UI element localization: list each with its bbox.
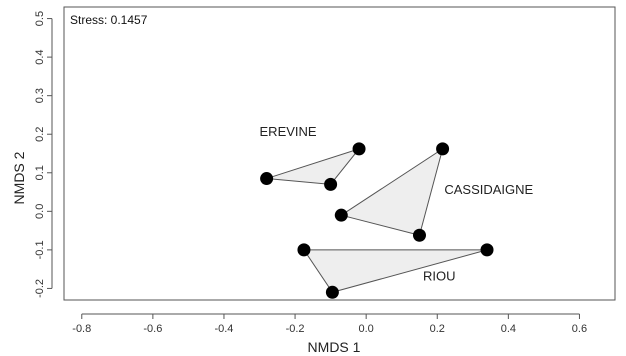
point-cassidaigne xyxy=(436,142,450,156)
y-tick-label: 0.5 xyxy=(34,11,46,26)
y-tick-label: 0.1 xyxy=(34,165,46,180)
x-axis-title: NMDS 1 xyxy=(308,339,361,355)
hull-erevine xyxy=(266,147,361,185)
plot-frame xyxy=(63,6,616,301)
point-cassidaigne xyxy=(412,228,426,242)
label-cassidaigne: CASSIDAIGNE xyxy=(444,182,533,197)
data-points xyxy=(260,142,494,299)
group-labels: EREVINE CASSIDAIGNE RIOU xyxy=(260,124,534,284)
hull-riou xyxy=(303,249,488,293)
y-tick-label: 0.0 xyxy=(34,204,46,219)
y-tick-label: -0.1 xyxy=(34,240,46,259)
point-erevine xyxy=(324,177,338,191)
x-tick-label: -0.2 xyxy=(286,323,305,335)
x-tick-label: -0.8 xyxy=(72,323,91,335)
point-riou xyxy=(480,243,494,257)
x-tick-label: 0.2 xyxy=(430,323,445,335)
label-erevine: EREVINE xyxy=(260,124,317,139)
y-axis-title: NMDS 2 xyxy=(11,151,27,204)
y-tick-label: -0.2 xyxy=(34,279,46,298)
x-tick-label: 0.4 xyxy=(501,323,516,335)
label-riou: RIOU xyxy=(423,269,456,284)
y-tick-label: 0.2 xyxy=(34,127,46,142)
x-tick-label: -0.6 xyxy=(143,323,162,335)
point-erevine xyxy=(260,172,274,186)
stress-annotation: Stress: 0.1457 xyxy=(70,13,148,27)
y-tick-label: 0.4 xyxy=(34,49,46,64)
x-tick-label: 0.0 xyxy=(359,323,374,335)
y-tick-label: 0.3 xyxy=(34,88,46,103)
point-erevine xyxy=(352,142,366,156)
x-tick-label: -0.4 xyxy=(214,323,233,335)
point-riou xyxy=(297,243,311,257)
point-cassidaigne xyxy=(334,208,348,222)
point-riou xyxy=(325,285,339,299)
x-tick-label: 0.6 xyxy=(572,323,587,335)
group-hulls xyxy=(266,147,488,293)
hull-cassidaigne xyxy=(340,147,444,236)
axes: -0.8 -0.6 -0.4 -0.2 0.0 0.2 0.4 0.6 -0.2 -0.1 0.0 0… xyxy=(34,6,616,335)
